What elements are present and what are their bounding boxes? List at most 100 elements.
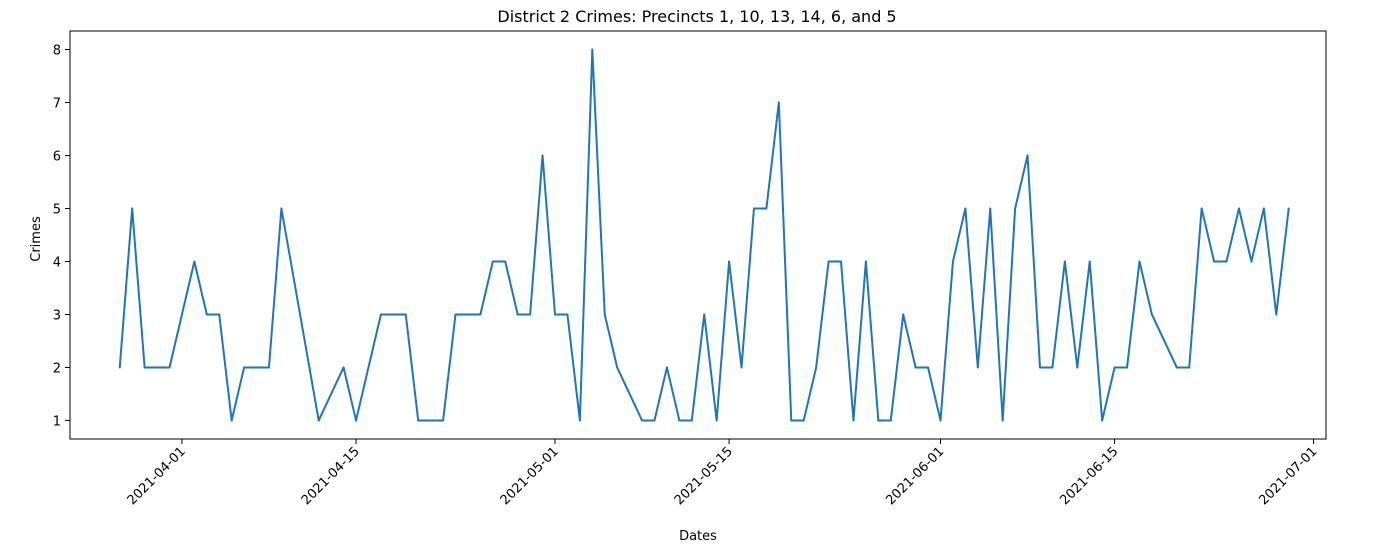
data-point <box>243 366 246 369</box>
data-point <box>852 419 855 422</box>
data-point <box>255 366 258 369</box>
data-point <box>1063 260 1066 263</box>
x-tick-label: 2021-05-01 <box>498 444 562 508</box>
y-axis-label: Crimes <box>29 216 44 262</box>
data-point <box>267 366 270 369</box>
data-point <box>1188 366 1191 369</box>
data-point <box>802 419 805 422</box>
data-point <box>504 260 507 263</box>
data-point <box>1275 313 1278 316</box>
data-point <box>205 313 208 316</box>
data-point <box>827 260 830 263</box>
data-point <box>765 207 768 210</box>
data-point <box>1014 207 1017 210</box>
y-tick-label: 4 <box>53 255 61 270</box>
data-point <box>156 366 159 369</box>
data-point <box>1026 154 1029 157</box>
y-tick-label: 1 <box>53 414 61 429</box>
y-tick-label: 8 <box>53 44 61 59</box>
data-point <box>131 207 134 210</box>
data-point <box>1213 260 1216 263</box>
data-point <box>404 313 407 316</box>
data-point <box>641 419 644 422</box>
data-point <box>877 419 880 422</box>
data-point <box>665 366 668 369</box>
y-tick-label: 5 <box>53 203 61 218</box>
x-tick-label: 2021-04-01 <box>125 444 189 508</box>
chart-title: District 2 Crimes: Precincts 1, 10, 13, … <box>497 7 896 26</box>
y-tick-label: 7 <box>53 97 61 112</box>
data-point <box>1287 207 1290 210</box>
data-point <box>690 419 693 422</box>
data-point <box>1150 313 1153 316</box>
data-point <box>603 313 606 316</box>
data-point <box>752 207 755 210</box>
data-point <box>715 419 718 422</box>
data-point <box>840 260 843 263</box>
data-point <box>1237 207 1240 210</box>
data-point <box>1113 366 1116 369</box>
data-point <box>964 207 967 210</box>
data-point <box>516 313 519 316</box>
data-point <box>578 419 581 422</box>
data-point <box>491 260 494 263</box>
data-point <box>417 419 420 422</box>
data-point <box>889 419 892 422</box>
data-point <box>1001 419 1004 422</box>
data-point <box>616 366 619 369</box>
y-tick-label: 3 <box>53 308 61 323</box>
data-point <box>864 260 867 263</box>
data-point <box>230 419 233 422</box>
data-point <box>703 313 706 316</box>
data-point <box>442 419 445 422</box>
plot-frame <box>69 30 1327 440</box>
data-point <box>939 419 942 422</box>
x-tick-label: 2021-06-01 <box>883 444 947 508</box>
data-point <box>429 419 432 422</box>
data-point <box>902 313 905 316</box>
x-tick-label: 2021-06-15 <box>1057 444 1121 508</box>
data-point <box>951 260 954 263</box>
data-point <box>193 260 196 263</box>
data-point <box>479 313 482 316</box>
data-point <box>678 419 681 422</box>
data-point <box>118 366 121 369</box>
data-point <box>653 419 656 422</box>
data-point <box>1051 366 1054 369</box>
x-axis-label: Dates <box>679 529 717 544</box>
x-tick-label: 2021-07-01 <box>1256 444 1320 508</box>
x-axis-ticks: 2021-04-01 2021-04-15 2021-05-01 2021-05-15… <box>125 439 1320 508</box>
data-point <box>815 366 818 369</box>
data-point <box>914 366 917 369</box>
data-point <box>1038 366 1041 369</box>
data-point <box>342 366 345 369</box>
data-point <box>1250 260 1253 263</box>
y-axis-ticks: 1 2 3 4 5 6 7 8 <box>53 44 70 429</box>
y-tick-label: 2 <box>53 361 61 376</box>
data-point <box>317 419 320 422</box>
points-layer <box>118 48 1290 422</box>
x-tick-label: 2021-04-15 <box>299 444 363 508</box>
data-point <box>454 313 457 316</box>
y-tick-label: 6 <box>53 150 61 165</box>
data-point <box>379 313 382 316</box>
data-point <box>553 313 556 316</box>
data-point <box>927 366 930 369</box>
data-point <box>989 207 992 210</box>
data-point <box>280 207 283 210</box>
data-point <box>529 313 532 316</box>
data-point <box>355 419 358 422</box>
plot-area: 2021-04-01 2021-04-15 2021-05-01 2021-05-15… <box>53 30 1327 508</box>
data-point <box>1175 366 1178 369</box>
data-point <box>1200 207 1203 210</box>
data-point <box>1101 419 1104 422</box>
data-point <box>168 366 171 369</box>
data-point <box>1126 366 1129 369</box>
data-point <box>143 366 146 369</box>
series-line <box>118 48 1290 422</box>
data-point <box>1225 260 1228 263</box>
data-point <box>591 48 594 51</box>
data-point <box>566 313 569 316</box>
